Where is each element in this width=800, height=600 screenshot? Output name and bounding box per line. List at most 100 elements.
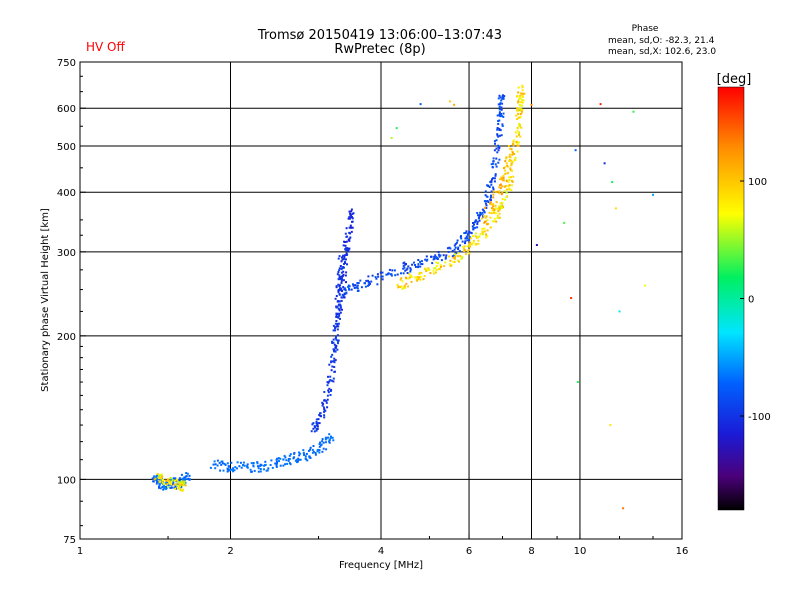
echo-point <box>521 92 524 95</box>
echo-point <box>164 485 167 488</box>
echo-point <box>275 463 278 466</box>
echo-point <box>171 479 174 481</box>
echo-point <box>158 483 161 486</box>
echo-point <box>427 269 430 272</box>
echo-point <box>183 480 186 483</box>
echo-point <box>184 478 186 481</box>
echo-point <box>349 212 352 215</box>
echo-point <box>294 459 297 462</box>
echo-point <box>433 267 436 270</box>
echo-point <box>410 280 413 283</box>
echo-point <box>162 483 165 485</box>
echo-point <box>332 377 335 380</box>
echo-point <box>458 260 461 263</box>
echo-point <box>312 422 315 425</box>
echo-point <box>299 452 302 455</box>
echo-point <box>328 433 331 436</box>
echo-point <box>329 436 332 439</box>
echo-point <box>370 280 373 283</box>
echo-point <box>393 269 396 272</box>
echo-point <box>180 483 183 486</box>
echo-point <box>342 286 345 288</box>
echo-point <box>430 255 432 258</box>
echo-point <box>511 160 514 163</box>
echo-point <box>492 186 495 189</box>
echo-point <box>408 276 411 279</box>
echo-point <box>511 184 513 187</box>
echo-point <box>519 108 522 111</box>
echo-point <box>256 461 259 464</box>
echo-point <box>339 304 342 307</box>
echo-point <box>348 226 351 229</box>
echo-point <box>504 172 507 175</box>
echo-point <box>275 465 278 468</box>
echo-point <box>168 479 171 482</box>
echo-point <box>514 156 517 159</box>
y-tick-label: 75 <box>63 535 76 546</box>
echo-point <box>502 179 505 182</box>
echo-point <box>343 255 346 258</box>
echo-point <box>309 448 311 451</box>
echo-point <box>321 450 324 453</box>
echo-point <box>464 242 466 245</box>
echo-point <box>457 252 460 255</box>
echo-point <box>501 206 504 209</box>
echo-point <box>319 441 322 444</box>
echo-point <box>292 457 295 460</box>
echo-point <box>317 418 320 421</box>
echo-point <box>387 272 390 275</box>
echo-point <box>410 276 413 278</box>
echo-point <box>328 441 331 444</box>
echo-point <box>318 422 321 425</box>
echo-point <box>212 463 215 466</box>
echo-point <box>336 334 339 337</box>
echo-point <box>335 336 337 339</box>
echo-point <box>508 176 511 179</box>
echo-point <box>252 462 255 464</box>
echo-point <box>390 136 393 139</box>
echo-point <box>500 106 503 109</box>
echo-point <box>403 266 406 269</box>
echo-point <box>340 271 343 274</box>
echo-point <box>176 478 179 481</box>
echo-point <box>468 238 471 241</box>
echo-point <box>269 464 272 466</box>
echo-point <box>399 278 402 281</box>
echo-point <box>376 273 379 276</box>
echo-point <box>416 279 419 282</box>
echo-point <box>180 482 183 485</box>
echo-point <box>414 276 417 279</box>
echo-point <box>283 454 286 457</box>
echo-point <box>332 324 335 327</box>
echo-point <box>470 232 473 235</box>
echo-point <box>325 400 328 403</box>
colorbar-ticks: 100 0 -100 <box>740 177 771 423</box>
echo-point <box>353 287 356 289</box>
echo-point <box>517 86 520 89</box>
echo-point <box>345 247 348 250</box>
echo-point <box>492 162 494 165</box>
echo-point <box>495 139 498 142</box>
echo-point <box>400 277 403 280</box>
echo-point <box>328 440 331 443</box>
echo-point <box>497 135 500 138</box>
colorbar-tick-label: -100 <box>748 412 771 423</box>
echo-point <box>498 119 501 122</box>
echo-point <box>359 279 362 282</box>
echo-point <box>314 426 317 429</box>
echo-point <box>344 274 347 277</box>
echo-point <box>495 201 498 204</box>
echo-point <box>520 126 523 129</box>
echo-point <box>456 239 459 242</box>
echo-point <box>499 187 502 190</box>
echo-point <box>484 206 487 209</box>
echo-point <box>505 156 508 159</box>
echo-point <box>320 443 323 446</box>
echo-point <box>496 133 499 136</box>
echo-point <box>504 160 507 163</box>
echo-point <box>364 285 367 288</box>
echo-point <box>497 161 500 164</box>
echo-point <box>406 267 409 270</box>
echo-point <box>519 97 522 100</box>
echo-point <box>289 453 292 456</box>
